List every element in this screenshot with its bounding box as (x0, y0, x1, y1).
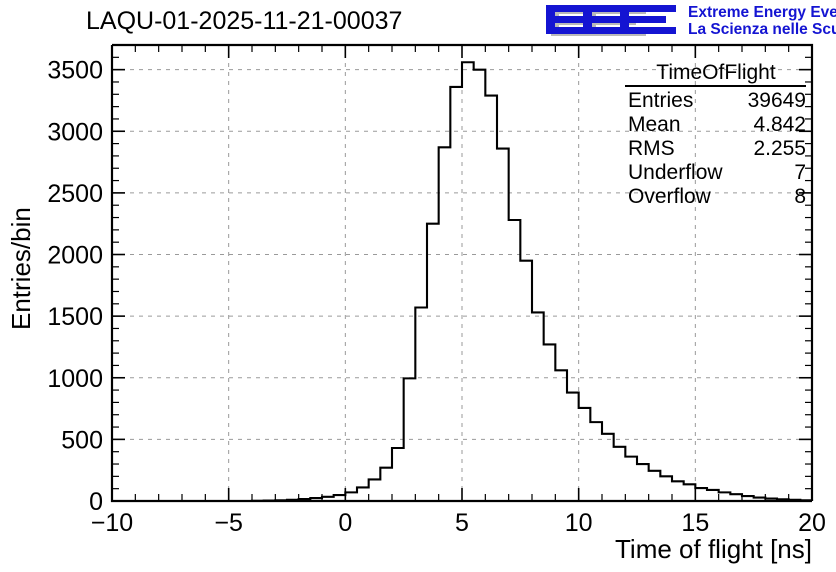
y-tick-label: 500 (61, 426, 103, 454)
logo-line1: Extreme Energy Events (688, 4, 836, 21)
x-tick-label: 0 (338, 509, 352, 537)
stats-row-value: 8 (794, 185, 806, 208)
y-tick-label: 3000 (47, 118, 103, 146)
stats-row: Underflow 7 (628, 161, 806, 184)
y-tick-labels: 0 500 1000 1500 2000 2500 3000 3500 (47, 57, 103, 516)
x-tick-label: 20 (798, 509, 826, 537)
stats-row-label: RMS (628, 137, 675, 160)
stats-row-label: Overflow (628, 185, 712, 208)
stats-row: Entries 39649 (628, 89, 806, 112)
stats-row-value: 39649 (748, 89, 806, 112)
grid-lines (112, 45, 812, 501)
eee-logo-mark (546, 5, 676, 36)
x-tick-label: 5 (455, 509, 469, 537)
stats-row: Overflow 8 (628, 185, 806, 208)
logo-line2: La Scienza nelle Scuole (688, 21, 836, 38)
x-tick-label: −5 (214, 509, 243, 537)
y-tick-label: 1500 (47, 303, 103, 331)
y-tick-label: 3500 (47, 57, 103, 85)
stats-row-value: 4.842 (753, 113, 806, 136)
plot-frame (110, 43, 814, 503)
y-tick-label: 0 (89, 488, 103, 516)
y-axis-title: Entries/bin (6, 207, 36, 330)
x-tick-labels: −10 −5 0 5 10 15 20 (91, 509, 826, 537)
eee-logo: Extreme Energy Events La Scienza nelle S… (546, 4, 836, 38)
x-tick-label: −10 (91, 509, 133, 537)
page-title: LAQU-01-2025-11-21-00037 (86, 7, 402, 35)
x-tick-label: 15 (681, 509, 709, 537)
y-tick-label: 2000 (47, 242, 103, 270)
stats-row-value: 7 (794, 161, 806, 184)
stats-box[interactable]: TimeOfFlight Entries 39649 Mean 4.842 RMS 2.2… (625, 61, 806, 208)
stats-row: Mean 4.842 (628, 113, 806, 136)
y-tick-label: 2500 (47, 180, 103, 208)
stats-row-label: Underflow (628, 161, 723, 184)
stats-title: TimeOfFlight (656, 61, 776, 84)
x-axis-title: Time of flight [ns] (615, 534, 812, 564)
x-tick-label: 10 (565, 509, 593, 537)
stats-row-label: Mean (628, 113, 681, 136)
stats-row-label: Entries (628, 89, 693, 112)
stats-row-value: 2.255 (753, 137, 806, 160)
y-tick-label: 1000 (47, 365, 103, 393)
stats-row: RMS 2.255 (628, 137, 806, 160)
